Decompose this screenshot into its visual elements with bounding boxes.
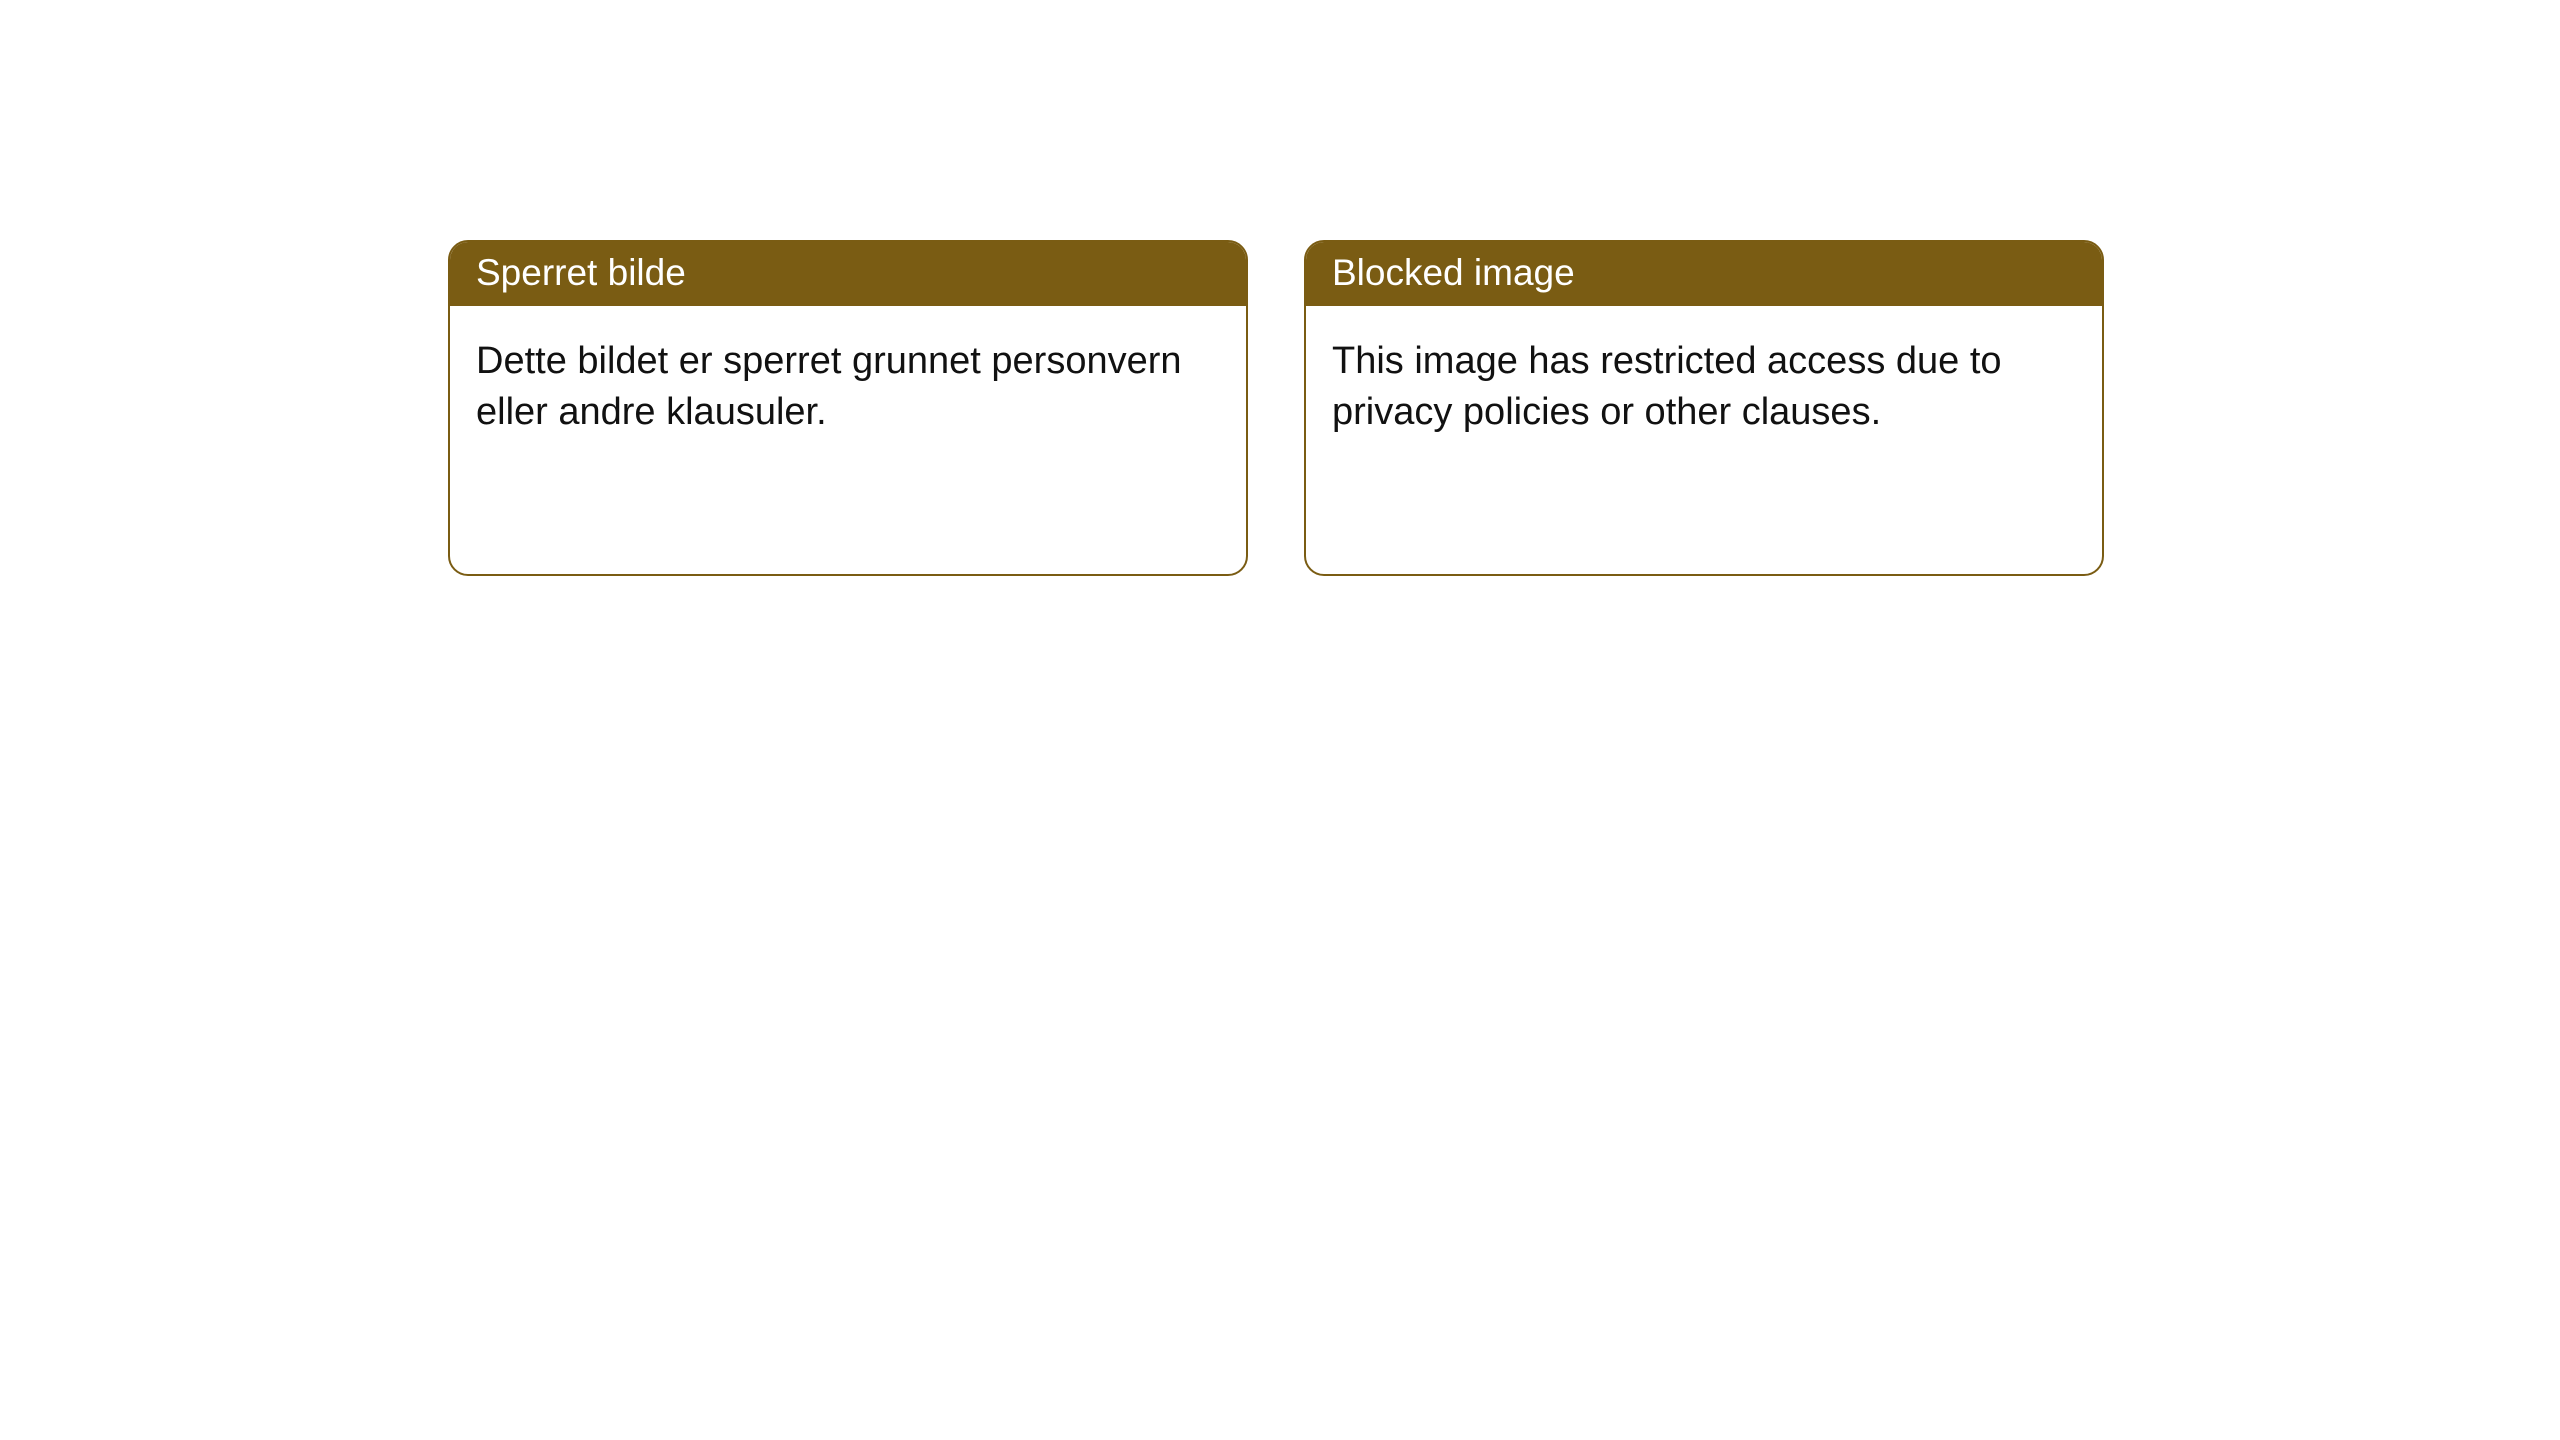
card-body: This image has restricted access due to …	[1306, 306, 2102, 469]
card-title: Sperret bilde	[476, 252, 686, 293]
blocked-image-card-en: Blocked image This image has restricted …	[1304, 240, 2104, 576]
card-body-text: Dette bildet er sperret grunnet personve…	[476, 340, 1182, 433]
blocked-image-card-no: Sperret bilde Dette bildet er sperret gr…	[448, 240, 1248, 576]
card-title: Blocked image	[1332, 252, 1575, 293]
notice-container: Sperret bilde Dette bildet er sperret gr…	[0, 0, 2560, 576]
card-body-text: This image has restricted access due to …	[1332, 340, 2002, 433]
card-header: Sperret bilde	[450, 242, 1246, 306]
card-header: Blocked image	[1306, 242, 2102, 306]
card-body: Dette bildet er sperret grunnet personve…	[450, 306, 1246, 469]
